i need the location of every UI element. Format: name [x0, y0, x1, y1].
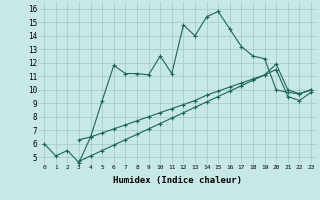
X-axis label: Humidex (Indice chaleur): Humidex (Indice chaleur) — [113, 176, 242, 185]
